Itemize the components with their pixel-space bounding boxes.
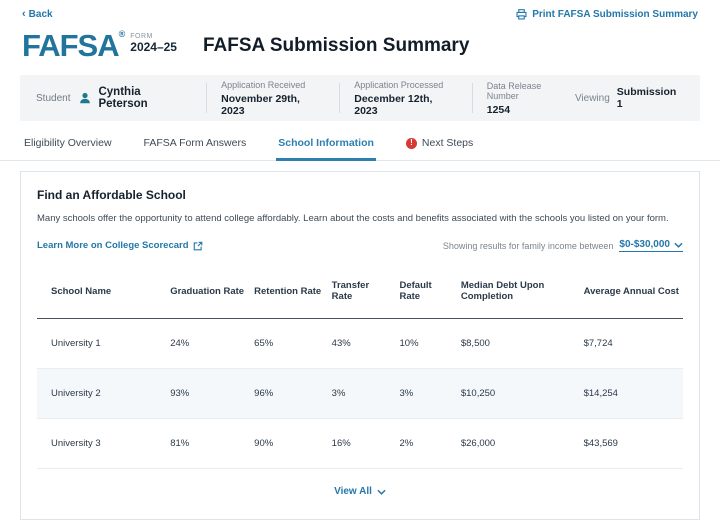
- table-cell: 81%: [166, 418, 251, 469]
- viewing-label: Viewing: [574, 92, 610, 104]
- chevron-down-icon: [377, 489, 386, 495]
- student-info-bar: Student Cynthia Peterson Application Rec…: [20, 75, 700, 121]
- column-header: Default Rate: [395, 266, 457, 319]
- view-all-label: View All: [334, 486, 372, 497]
- logo-form-label: FORM: [130, 33, 153, 40]
- table-cell: 90%: [250, 418, 328, 469]
- table-cell: $8,500: [456, 318, 580, 369]
- divider: [206, 83, 208, 113]
- page-title: FAFSA Submission Summary: [202, 34, 470, 56]
- school-name-cell: University 2: [37, 368, 167, 419]
- table-cell: 3%: [395, 368, 457, 419]
- tab-label: Eligibility Overview: [24, 137, 112, 149]
- divider: [471, 83, 473, 113]
- alert-icon: !: [405, 137, 417, 149]
- divider: [339, 83, 341, 113]
- tab-bar: Eligibility Overview FAFSA Form Answers …: [0, 121, 720, 161]
- table-cell: $7,724: [579, 318, 683, 369]
- field-value: 1254: [486, 103, 511, 116]
- panel-title: Find an Affordable School: [37, 188, 186, 202]
- field-value: November 29th, 2023: [221, 92, 300, 117]
- back-link[interactable]: ‹ Back: [22, 8, 53, 21]
- school-name-cell: University 3: [37, 418, 167, 469]
- table-cell: $43,569: [579, 418, 683, 469]
- tab-label: School Information: [278, 137, 374, 149]
- field-label: Application Processed: [354, 79, 444, 90]
- print-link[interactable]: Print FAFSA Submission Summary: [516, 9, 698, 20]
- table-cell: 2%: [395, 418, 457, 469]
- student-label: Student: [36, 92, 71, 104]
- back-chevron-icon: ‹: [22, 8, 26, 20]
- table-row: University 2 93% 96% 3% 3% $10,250 $14,2…: [37, 368, 683, 419]
- column-header: Retention Rate: [250, 266, 328, 319]
- income-filter: Showing results for family income betwee…: [443, 239, 683, 252]
- income-filter-dropdown[interactable]: $0-$30,000: [619, 239, 683, 252]
- table-cell: 10%: [395, 318, 457, 369]
- tab-label: FAFSA Form Answers: [143, 137, 247, 149]
- viewing-value: Submission 1: [616, 86, 677, 110]
- print-label: Print FAFSA Submission Summary: [532, 9, 698, 20]
- data-release-number-field: Data Release Number 1254: [487, 81, 575, 116]
- tab-label: Next Steps: [421, 137, 474, 149]
- field-value: December 12th, 2023: [354, 92, 433, 117]
- view-all-link[interactable]: View All: [334, 486, 386, 497]
- fafsa-logo: FAFSA® FORM 2024–25: [22, 28, 177, 63]
- panel-description: Many schools offer the opportunity to at…: [37, 213, 669, 224]
- table-cell: 96%: [250, 368, 328, 419]
- table-row: University 1 24% 65% 43% 10% $8,500 $7,7…: [37, 318, 683, 369]
- field-label: Data Release Number: [486, 80, 542, 101]
- top-bar: ‹ Back Print FAFSA Submission Summary: [0, 0, 720, 21]
- table-cell: $10,250: [456, 368, 580, 419]
- school-information-panel: Find an Affordable School Many schools o…: [20, 171, 700, 520]
- school-comparison-table: School Name Graduation Rate Retention Ra…: [37, 266, 683, 469]
- table-cell: $14,254: [579, 368, 683, 419]
- application-received-field: Application Received November 29th, 2023: [221, 80, 325, 117]
- table-cell: 16%: [327, 418, 396, 469]
- tab-school-information[interactable]: School Information: [276, 137, 376, 161]
- income-filter-value: $0-$30,000: [619, 239, 670, 250]
- table-row: University 3 81% 90% 16% 2% $26,000 $43,…: [37, 418, 683, 469]
- chevron-down-icon: [674, 242, 683, 248]
- table-header-row: School Name Graduation Rate Retention Ra…: [37, 266, 683, 319]
- printer-icon: [516, 9, 527, 20]
- logo-year-label: 2024–25: [130, 40, 177, 55]
- school-name-cell: University 1: [37, 318, 167, 369]
- table-cell: 93%: [166, 368, 251, 419]
- column-header: Graduation Rate: [166, 266, 251, 319]
- tab-next-steps[interactable]: ! Next Steps: [404, 137, 475, 161]
- back-label: Back: [28, 9, 53, 20]
- application-processed-field: Application Processed December 12th, 202…: [354, 80, 458, 117]
- scorecard-link-label: Learn More on College Scorecard: [37, 240, 189, 251]
- registered-mark: ®: [118, 29, 126, 39]
- fafsa-wordmark: FAFSA®: [22, 28, 126, 63]
- external-link-icon: [193, 241, 202, 250]
- column-header: School Name: [37, 266, 167, 319]
- viewing-group: Viewing Submission 1: [575, 86, 684, 110]
- table-cell: 43%: [327, 318, 396, 369]
- table-cell: 3%: [327, 368, 396, 419]
- tab-eligibility-overview[interactable]: Eligibility Overview: [22, 137, 114, 161]
- page-header: FAFSA® FORM 2024–25 FAFSA Submission Sum…: [0, 20, 720, 63]
- table-cell: $26,000: [456, 418, 580, 469]
- table-cell: 65%: [250, 318, 328, 369]
- student-name: Cynthia Peterson: [98, 86, 148, 110]
- income-filter-label: Showing results for family income betwee…: [442, 240, 614, 251]
- column-header: Transfer Rate: [327, 266, 396, 319]
- column-header: Average Annual Cost: [579, 266, 683, 319]
- column-header: Median Debt Upon Completion: [456, 266, 580, 319]
- field-label: Application Received: [221, 79, 306, 90]
- table-cell: 24%: [166, 318, 251, 369]
- student-person-icon: [80, 92, 91, 104]
- college-scorecard-link[interactable]: Learn More on College Scorecard: [37, 240, 203, 251]
- tab-fafsa-form-answers[interactable]: FAFSA Form Answers: [142, 137, 249, 161]
